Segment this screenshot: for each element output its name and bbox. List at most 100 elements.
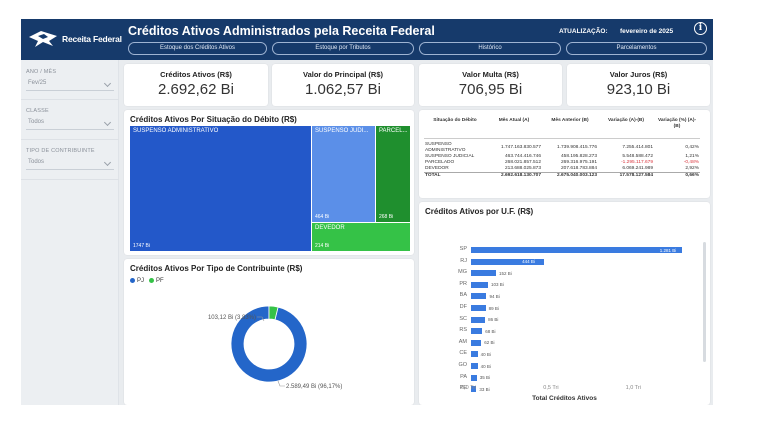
cell-label: SUSPENSO ADMINISTRATIVO <box>133 128 219 134</box>
table-row[interactable]: SUSPENSO JUDICIAL 463.744.416.746 458.195.… <box>424 154 700 160</box>
uf-chart-title: Créditos Ativos por U.F. (R$) <box>425 207 534 216</box>
table-cell: 269.316.975.191 <box>560 159 597 165</box>
uf-bar-pr[interactable] <box>471 281 488 288</box>
uf-label-ba: BA <box>459 292 467 299</box>
table-row[interactable]: SUSPENSO ADMINISTRATIVO 1.747.163.830.577… <box>424 138 700 154</box>
filter-sidebar: ANO / MÊS Fev/25 CLASSE Todos TIPO DE CO… <box>21 60 119 405</box>
treemap-cell-parcelado[interactable]: PARCEL... 268 Bi <box>376 126 410 222</box>
uf-bar-df[interactable] <box>471 305 486 311</box>
tab-parcelamentos[interactable]: Parcelamentos <box>566 42 707 55</box>
table-cell: -1.295.117.679 <box>621 159 653 165</box>
table-cell: 0,42% <box>685 144 699 150</box>
table-cell: DEVEDOR <box>425 165 449 171</box>
uf-bar-am[interactable] <box>471 339 482 346</box>
column-header[interactable]: Variação (A)-(B) <box>598 116 654 139</box>
uf-bar-ba[interactable] <box>471 293 487 300</box>
treemap-cell-suspenso-administrativo[interactable]: SUSPENSO ADMINISTRATIVO 1747 Bi <box>130 126 311 251</box>
uf-bar-mg[interactable] <box>471 270 497 277</box>
column-header[interactable]: Mês Anterior (B) <box>542 116 598 139</box>
situacao-table-card: Situação do Débito Mês Atual (A) Mês Ant… <box>419 110 710 198</box>
uf-bar-value: 33 Bi <box>479 386 490 392</box>
uf-bar-sp[interactable] <box>471 247 682 253</box>
donut-chart: 103,12 Bi (3,83%) 2.589,49 Bi (96,17%) <box>208 305 342 390</box>
table-total-row[interactable]: TOTAL 2.692.618.130.707 2.675.040.003.123 1… <box>424 171 700 179</box>
dropdown-value: Todos <box>28 159 45 165</box>
leader-line <box>257 316 265 322</box>
uf-bar-value: 94 Bi <box>489 293 500 299</box>
table-cell: 7.255.414.801 <box>622 144 653 150</box>
uf-label-pe: PE <box>459 385 467 392</box>
column-header[interactable]: Variação (%) (A)-(B) <box>654 116 700 139</box>
slice-label-pj: 2.589,49 Bi (96,17%) <box>286 384 342 390</box>
cell-label: SUSPENSO JUDI... <box>315 128 369 134</box>
donut-legend: PJ PF <box>130 278 164 284</box>
scrollbar[interactable] <box>703 242 706 362</box>
donut-slice-pj[interactable] <box>230 305 308 383</box>
table-cell: 458.195.828.273 <box>560 153 597 159</box>
legend-label: PJ <box>137 278 145 285</box>
table-cell: 1.739.908.415.776 <box>556 144 597 150</box>
update-value: fevereiro de 2025 <box>620 28 674 35</box>
receita-logo[interactable]: Receita Federal <box>27 29 122 49</box>
uf-bar-value: 152 Bi <box>499 270 512 276</box>
cell-value: 1747 Bi <box>133 243 150 249</box>
legend-item-pj[interactable]: PJ <box>130 278 144 284</box>
kpi-creditos-ativos: Créditos Ativos (R$) 2.692,62 Bi <box>124 64 268 106</box>
treemap-cell-suspenso-judicial[interactable]: SUSPENSO JUDI... 464 Bi <box>312 126 375 222</box>
column-header[interactable]: Situação do Débito <box>424 116 486 139</box>
table-cell: 2.675.040.003.123 <box>542 171 598 179</box>
donut-slice-pf[interactable] <box>268 305 279 321</box>
table-cell: 0,66% <box>654 171 700 179</box>
filter-tipo-contribuinte: TIPO DE CONTRIBUINTE Todos <box>26 148 114 170</box>
uf-bar-value: 86 Bi <box>488 317 499 323</box>
uf-bar-ce[interactable] <box>471 351 478 358</box>
uf-bar-value: 40 Bi <box>480 351 491 357</box>
filter-ano-mes: ANO / MÊS Fev/25 <box>26 69 114 91</box>
column-header[interactable]: Mês Atual (A) <box>486 116 542 139</box>
table-cell: 213.688.025.873 <box>504 165 541 171</box>
dropdown-value: Todos <box>28 119 45 125</box>
uf-bar-rs[interactable] <box>471 328 483 335</box>
tipo-contribuinte-dropdown[interactable]: Todos <box>26 158 114 170</box>
uf-label-am: AM <box>458 338 467 345</box>
kpi-value: 1.062,57 Bi <box>305 81 381 98</box>
uf-bar-sc[interactable] <box>471 316 486 323</box>
kpi-title: Valor Juros (R$) <box>609 70 668 79</box>
classe-dropdown[interactable]: Todos <box>26 118 114 130</box>
uf-label-rs: RS <box>459 327 467 334</box>
table-cell: 1.747.163.830.577 <box>500 144 541 150</box>
chevron-down-icon <box>103 118 112 127</box>
ano-mes-dropdown[interactable]: Fev/25 <box>26 79 114 91</box>
uf-bar-value: 62 Bi <box>484 340 495 346</box>
tab-estoque-tributos[interactable]: Estoque por Tributos <box>272 42 414 55</box>
slice-label-pf: 103,12 Bi (3,83%) <box>208 315 256 321</box>
uf-bar-chart-card: Créditos Ativos por U.F. (R$) SP 1.281 Bi… <box>419 202 710 405</box>
table-row[interactable]: PARCELADO 268.021.857.512 269.316.975.191 -… <box>424 160 700 166</box>
tab-estoque-creditos[interactable]: Estoque dos Créditos Ativos <box>128 42 267 55</box>
table-cell: -0,48% <box>683 159 699 165</box>
info-icon[interactable]: i <box>694 22 707 35</box>
filter-label: ANO / MÊS <box>26 69 57 75</box>
chevron-down-icon <box>103 158 112 167</box>
treemap-cell-devedor[interactable]: DEVEDOR 214 Bi <box>312 223 410 251</box>
table-row[interactable]: DEVEDOR 213.688.025.873 207.618.783.884 6.0… <box>424 166 700 173</box>
uf-bar-rj[interactable] <box>471 258 545 265</box>
legend-item-pf[interactable]: PF <box>149 278 164 284</box>
uf-bar-pa[interactable] <box>471 374 477 381</box>
x-tick-label: 0,5 Tri <box>543 385 559 391</box>
uf-label-go: GO <box>458 362 467 368</box>
uf-bar-go[interactable] <box>471 363 478 369</box>
kpi-value: 923,10 Bi <box>606 81 671 98</box>
uf-label-pa: PA <box>460 373 467 380</box>
divider <box>21 99 119 100</box>
uf-label-ce: CE <box>459 350 467 357</box>
divider <box>21 179 119 180</box>
uf-bar-pe[interactable] <box>471 386 477 393</box>
table-header-row: Situação do Débito Mês Atual (A) Mês Ant… <box>424 116 700 139</box>
tab-historico[interactable]: Histórico <box>419 42 561 55</box>
cell-label: PARCEL... <box>379 128 408 134</box>
dropdown-value: Fev/25 <box>28 80 47 86</box>
uf-label-sp: SP <box>459 246 467 252</box>
page-title: Créditos Ativos Administrados pela Recei… <box>128 24 435 38</box>
header-bar: Receita Federal Créditos Ativos Administ… <box>21 19 713 60</box>
